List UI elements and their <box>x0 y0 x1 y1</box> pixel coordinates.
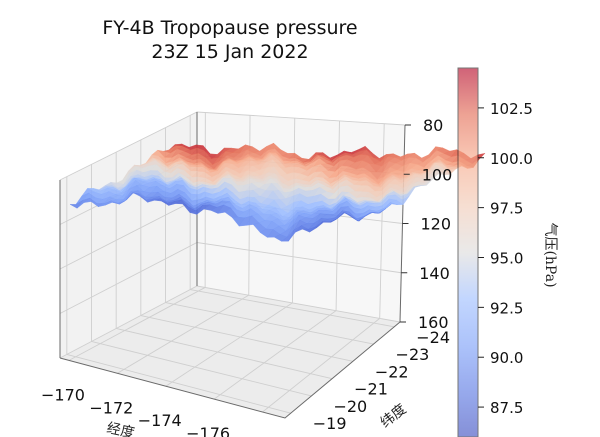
y-axis-label: 纬度 <box>378 401 410 431</box>
colorbar-tick-label: 100.0 <box>490 150 533 168</box>
z-tick-label: 160 <box>418 313 449 332</box>
surface-facet <box>372 208 386 214</box>
y-tick-label: −22 <box>375 362 409 381</box>
x-axis-ticks: −170−172−174−176−178 <box>41 385 230 437</box>
colorbar-tick-label: 97.5 <box>490 200 523 218</box>
x-tick-label: −174 <box>138 411 182 430</box>
y-gridline <box>91 341 312 397</box>
y-gridline <box>140 315 353 362</box>
y-tick-label: −23 <box>396 345 430 364</box>
y-tick-label: −21 <box>354 380 388 399</box>
y-tick-label: −19 <box>313 414 347 433</box>
y-gridline <box>190 289 395 328</box>
chart-title: FY-4B Tropopause pressure <box>102 17 357 39</box>
x-tick-label: −176 <box>186 424 230 437</box>
x-axis-label: 经度 <box>105 420 136 437</box>
colorbar <box>457 67 479 437</box>
y-gridline <box>116 328 333 380</box>
y-axis-ticks: −19−20−21−22−23−24 <box>313 328 450 433</box>
surface-mesh <box>69 142 486 242</box>
colorbar-label: 气压(hPa) <box>542 222 558 287</box>
z-tick-label: 140 <box>419 264 450 283</box>
z-tick-label: 120 <box>421 215 452 234</box>
colorbar-ticks: 87.5 90.0 92.5 95.0 97.5 100.0 102.5 <box>478 100 533 417</box>
chart-subtitle: 23Z 15 Jan 2022 <box>151 41 308 63</box>
y-tick-label: −24 <box>416 328 450 347</box>
z-tick-label: 80 <box>423 116 443 135</box>
floor-pane <box>60 286 400 418</box>
x-tick-label: −172 <box>89 398 133 417</box>
y-gridline <box>66 353 291 414</box>
colorbar-tick-label: 92.5 <box>490 299 523 317</box>
y-tick-label: −20 <box>333 397 367 416</box>
colorbar-tick-label: 95.0 <box>490 249 523 267</box>
z-tick-label: 100 <box>422 165 453 184</box>
box-edge-floor-front <box>59 321 401 419</box>
colorbar-tick-label: 102.5 <box>490 100 533 118</box>
z-axis-ticks: 80 100 120 140 160 <box>400 116 452 332</box>
colorbar-tick-label: 87.5 <box>490 399 523 417</box>
y-gridline <box>165 302 374 345</box>
colorbar-tick-label: 90.0 <box>490 349 523 367</box>
x-tick-label: −170 <box>41 385 85 404</box>
